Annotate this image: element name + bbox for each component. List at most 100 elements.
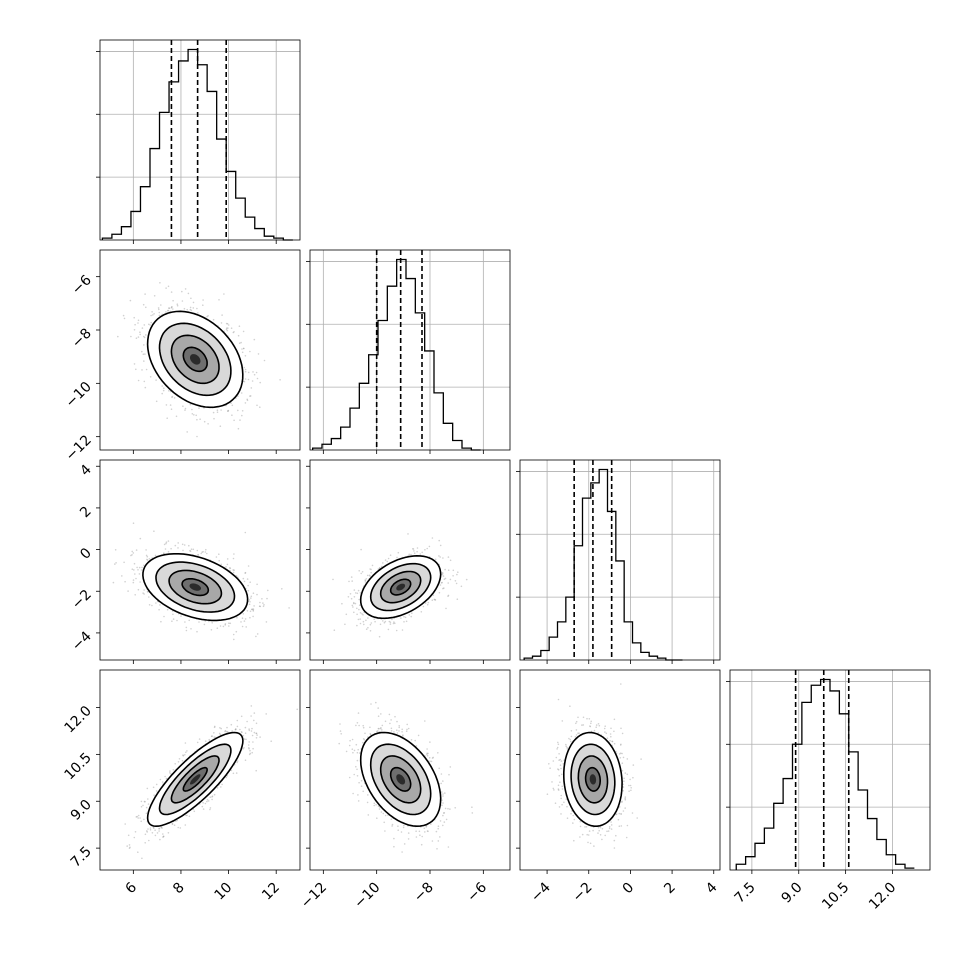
scatter-point (213, 732, 215, 734)
scatter-point (426, 603, 429, 606)
panel-frame-2-0 (99, 459, 301, 661)
scatter-point (171, 395, 174, 398)
scatter-point (171, 823, 174, 825)
scatter-point (389, 623, 392, 625)
scatter-point (235, 575, 238, 577)
scatter-point (243, 380, 246, 383)
scatter-point (143, 344, 145, 346)
scatter-point (358, 598, 360, 601)
scatter-point (393, 621, 395, 623)
histogram-3 (735, 678, 915, 870)
scatter-point (216, 787, 219, 789)
scatter-point (241, 351, 244, 354)
scatter-point (387, 557, 390, 560)
scatter-point (186, 308, 188, 311)
scatter-point (371, 564, 374, 567)
scatter-point (230, 327, 233, 330)
scatter-point (245, 626, 247, 628)
scatter-point (266, 597, 268, 600)
scatter-point (162, 389, 165, 392)
scatter-point (244, 618, 247, 620)
scatter-point (252, 592, 255, 594)
scatter-point (184, 407, 187, 410)
scatter-point (364, 579, 367, 582)
scatter-point (384, 620, 387, 623)
scatter-point (170, 547, 172, 550)
scatter-point (174, 544, 177, 547)
density-panel-3-0 (99, 669, 301, 871)
hist-panel-2 (516, 459, 721, 661)
scatter-point (419, 553, 422, 555)
scatter-point (133, 562, 136, 565)
scatter-point (353, 602, 355, 605)
scatter-point (146, 830, 148, 832)
scatter-point (196, 549, 199, 552)
scatter-point (173, 397, 176, 399)
scatter-point (244, 370, 247, 373)
scatter-point (433, 598, 436, 601)
scatter-point (258, 605, 261, 607)
hist-frame-3 (729, 669, 931, 871)
scatter-point (248, 603, 251, 606)
scatter-point (135, 337, 138, 340)
scatter-point (248, 747, 250, 750)
scatter-point (395, 629, 398, 632)
scatter-point (416, 547, 419, 549)
scatter-point (246, 578, 249, 580)
scatter-point (233, 638, 235, 641)
scatter-point (386, 560, 389, 563)
scatter-point (185, 751, 187, 754)
scatter-point (168, 390, 170, 392)
scatter-point (183, 544, 186, 546)
scatter-point (243, 366, 245, 369)
scatter-point (379, 623, 382, 626)
scatter-point (422, 605, 425, 608)
scatter-point (243, 580, 246, 583)
scatter-point (357, 618, 360, 621)
scatter-point (255, 635, 257, 638)
scatter-point (243, 620, 246, 622)
scatter-point (248, 729, 251, 732)
scatter-point (185, 629, 188, 632)
scatter-point (181, 300, 184, 302)
scatter-point (445, 607, 447, 610)
scatter-point (219, 425, 222, 428)
scatter-point (112, 581, 115, 584)
scatter-point (362, 620, 365, 623)
scatter-point (144, 293, 146, 295)
scatter-point (356, 607, 358, 610)
scatter-point (244, 355, 247, 357)
scatter-point (151, 311, 153, 313)
contour-1-0-2 (158, 322, 232, 397)
scatter-point (225, 322, 228, 325)
scatter-point (360, 572, 363, 575)
scatter-point (171, 396, 173, 399)
scatter-point (126, 845, 128, 847)
hist-grid-3 (730, 670, 930, 870)
scatter-point (138, 573, 141, 575)
scatter-point (167, 309, 169, 312)
panel-content-2-0 (112, 522, 290, 641)
scatter-point (207, 315, 209, 317)
scatter-point (196, 307, 198, 310)
scatter-point (341, 602, 343, 605)
scatter-point (161, 827, 163, 829)
scatter-point (259, 601, 261, 604)
scatter-point (253, 373, 256, 376)
scatter-point (135, 549, 138, 551)
scatter-point (149, 827, 152, 829)
scatter-point (220, 409, 222, 411)
scatter-point (242, 748, 244, 750)
scatter-point (441, 581, 443, 584)
density-fill-1-0 (147, 311, 243, 408)
scatter-point (127, 590, 129, 592)
scatter-point (352, 606, 354, 608)
scatter-point (443, 578, 446, 580)
scatter-point (209, 808, 211, 811)
scatter-point (147, 828, 149, 830)
scatter-point (441, 572, 444, 574)
scatter-point (160, 304, 162, 306)
scatter-point (181, 290, 183, 293)
scatter-point (362, 614, 364, 616)
scatter-point (123, 317, 126, 320)
